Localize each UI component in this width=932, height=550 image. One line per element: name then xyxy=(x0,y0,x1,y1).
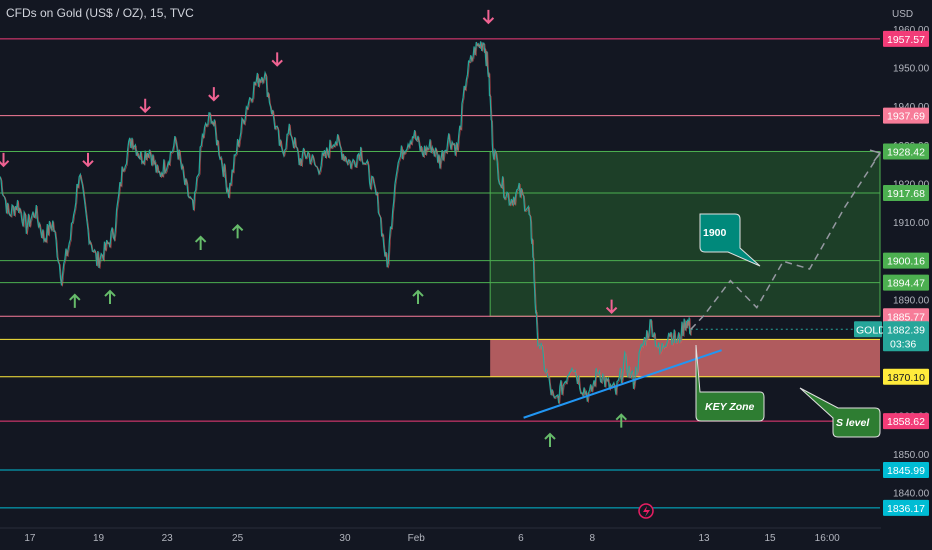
price-tag-label: 1870.10 xyxy=(887,372,925,384)
lightning-bolt-icon xyxy=(643,506,650,517)
last-price-tag xyxy=(883,321,929,352)
chart-title: CFDs on Gold (US$ / OZ), 15, TVC xyxy=(6,6,194,20)
currency-label: USD xyxy=(892,9,913,20)
price-tag-label: 1928.42 xyxy=(887,146,925,158)
price-tag-label: 1937.69 xyxy=(887,111,925,123)
down-arrow-icon xyxy=(482,9,495,25)
price-tag-label: 1900.16 xyxy=(887,256,925,268)
down-arrow-icon xyxy=(82,152,94,168)
price-tag-label: 1957.57 xyxy=(887,34,925,46)
projection-arrowhead xyxy=(869,149,882,162)
y-tick-label: 1950.00 xyxy=(893,64,930,75)
price-tag xyxy=(883,368,929,385)
y-tick-label: 1890.00 xyxy=(893,295,930,306)
price-tag-label: 1845.99 xyxy=(887,465,925,477)
down-arrow-icon xyxy=(271,52,283,67)
down-arrow-icon xyxy=(208,87,220,102)
y-tick-label: 1910.00 xyxy=(893,218,930,229)
price-tag-label: 1858.62 xyxy=(887,416,925,428)
price-tag xyxy=(883,413,929,430)
price-tag xyxy=(883,143,929,160)
x-tick-label: 25 xyxy=(232,533,244,544)
zones-layer xyxy=(489,150,881,377)
x-tick-label: 15 xyxy=(764,533,776,544)
y-tick-label: 1850.00 xyxy=(893,450,930,461)
up-arrow-icon xyxy=(104,289,116,305)
callout-s-level-text: S level xyxy=(836,417,870,429)
support-trendline xyxy=(523,349,722,419)
price-tag xyxy=(883,30,929,47)
up-arrow-icon xyxy=(412,289,424,305)
projection-path xyxy=(690,152,881,330)
price-tag xyxy=(883,308,929,325)
price-series-shadow xyxy=(0,42,693,405)
price-tag xyxy=(883,184,929,201)
price-tag-label: 1894.47 xyxy=(887,278,925,290)
last-price-label: 1882.39 xyxy=(887,324,925,336)
callout-s-level xyxy=(799,387,881,438)
x-tick-label: 13 xyxy=(698,533,710,544)
y-tick-label: 1840.00 xyxy=(893,489,930,500)
symbol-tag-label: GOLD xyxy=(856,324,886,336)
zone-key xyxy=(490,339,880,377)
callout-1900 xyxy=(699,213,761,267)
drawings-layer xyxy=(0,9,882,447)
down-arrow-icon xyxy=(139,98,151,114)
up-arrow-icon xyxy=(544,432,556,447)
y-tick-label: 1960.00 xyxy=(893,25,930,36)
price-tag xyxy=(883,107,929,124)
countdown-label: 03:36 xyxy=(890,338,916,350)
x-tick-label: Feb xyxy=(408,533,426,544)
down-arrow-icon xyxy=(0,152,10,168)
price-tag xyxy=(883,252,929,269)
down-arrow-icon xyxy=(605,299,618,315)
x-tick-label: 19 xyxy=(93,533,105,544)
price-tag-label: 1885.77 xyxy=(887,311,925,323)
levels-layer xyxy=(0,38,880,509)
x-tick-label: 8 xyxy=(589,533,595,544)
x-tick-label: 23 xyxy=(162,533,174,544)
annotations-layer: 1900 KEY Zone S level xyxy=(638,213,881,519)
price-tag-label: 1836.17 xyxy=(887,503,925,515)
price-tags-layer: 1957.57 1937.69 1928.42 1917.68 1900.16 1894.… xyxy=(854,30,929,516)
x-tick-label: 6 xyxy=(518,533,524,544)
x-tick-label: 30 xyxy=(339,533,351,544)
price-layer xyxy=(0,41,693,405)
x-tick-label: 17 xyxy=(24,533,36,544)
callout-key-zone-text: KEY Zone xyxy=(705,401,755,413)
symbol-tag xyxy=(854,321,882,338)
up-arrow-icon xyxy=(615,413,627,428)
price-tag xyxy=(883,461,929,478)
up-arrow-icon xyxy=(231,223,244,239)
price-series xyxy=(0,41,692,404)
x-tick-label: 16:00 xyxy=(815,533,840,544)
callout-1900-text: 1900 xyxy=(703,227,727,239)
price-tag xyxy=(883,274,929,291)
up-arrow-icon xyxy=(194,235,207,250)
up-arrow-icon xyxy=(69,293,81,308)
callout-key-zone xyxy=(695,344,765,422)
price-tag-label: 1917.68 xyxy=(887,188,925,200)
price-tag xyxy=(883,499,929,516)
zone-target xyxy=(489,150,881,317)
